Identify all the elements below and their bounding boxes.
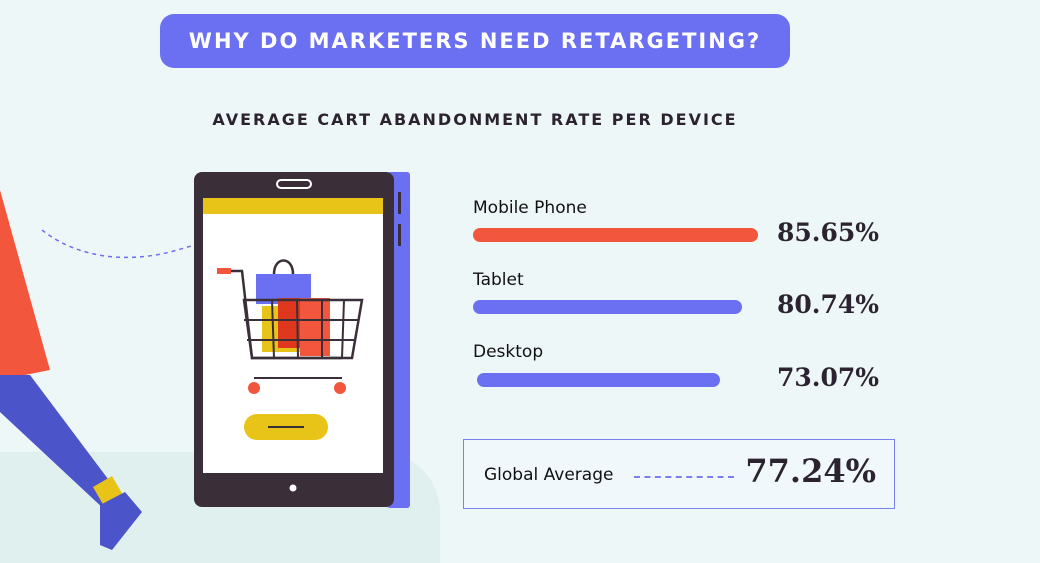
- tablet-illustration: [194, 172, 410, 508]
- bar-tablet: [473, 300, 742, 314]
- dashed-leader: [634, 476, 734, 478]
- bar-value: 73.07%: [777, 363, 880, 392]
- person-illustration: [0, 190, 142, 550]
- global-average-value: 77.24%: [745, 452, 876, 490]
- bar-label: Tablet: [473, 270, 524, 290]
- bar-desktop: [477, 373, 720, 387]
- bar-value: 85.65%: [777, 218, 880, 247]
- bar-label: Mobile Phone: [473, 198, 587, 218]
- global-average-label: Global Average: [484, 465, 614, 485]
- global-average-box: Global Average 77.24%: [463, 439, 895, 509]
- page-title: WHY DO MARKETERS NEED RETARGETING?: [160, 14, 790, 68]
- bar-value: 80.74%: [777, 290, 880, 319]
- bar-mobile-phone: [473, 228, 758, 242]
- dashed-connector: [41, 229, 246, 259]
- bar-label: Desktop: [473, 342, 544, 362]
- chart-subtitle: AVERAGE CART ABANDONMENT RATE PER DEVICE: [212, 110, 738, 129]
